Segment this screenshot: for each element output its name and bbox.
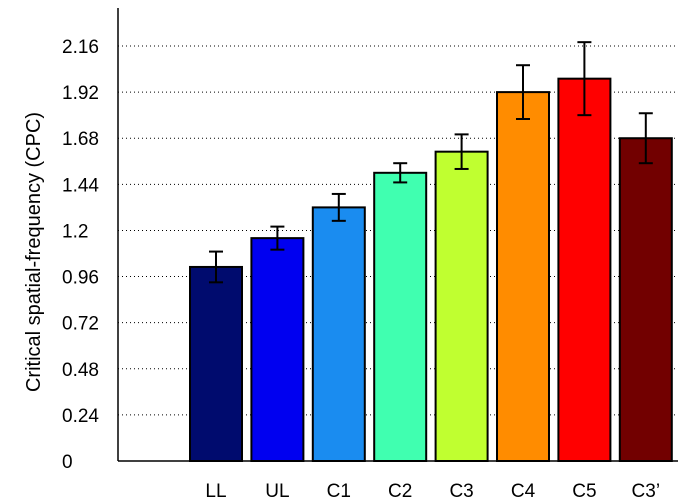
error-bar xyxy=(393,162,408,184)
x-tick-label: C1 xyxy=(327,481,351,502)
y-axis-label: Critical spatial-frequency (CPC) xyxy=(23,112,45,392)
error-bar xyxy=(331,192,346,222)
y-tick-label: 0.48 xyxy=(62,360,99,381)
y-tick-label: 1.68 xyxy=(62,129,99,150)
error-bar xyxy=(638,112,653,165)
y-tick-label: 0 xyxy=(62,452,73,473)
bar xyxy=(557,77,612,462)
y-tick-labels: 0 0.24 0.48 0.72 0.96 1.2 1.44 1.68 1.92 2.16 xyxy=(62,37,99,473)
x-tick-labels: LL UL C1 C2 C3 C4 C5 C3’ xyxy=(205,481,660,502)
x-tick-label: C4 xyxy=(511,481,536,502)
bar xyxy=(434,150,489,462)
y-tick-label: 2.16 xyxy=(62,37,99,58)
bar xyxy=(373,171,428,463)
error-bar xyxy=(516,64,530,121)
error-bar xyxy=(209,250,223,284)
y-tick-label: 1.92 xyxy=(62,83,99,104)
x-tick-label: LL xyxy=(205,481,226,502)
bar xyxy=(496,91,550,462)
x-tick-label: C3 xyxy=(449,481,473,502)
y-tick-label: 1.44 xyxy=(62,175,99,196)
x-tick-label: UL xyxy=(265,481,289,502)
axes xyxy=(117,8,678,462)
bar xyxy=(311,206,366,462)
error-bar xyxy=(454,133,469,170)
y-tick-label: 1.2 xyxy=(62,221,88,242)
bars xyxy=(189,77,673,463)
bar xyxy=(189,265,243,462)
y-tick-label: 0.96 xyxy=(62,268,99,289)
error-bar xyxy=(577,41,592,117)
bar xyxy=(618,137,673,462)
error-bars xyxy=(209,41,653,284)
y-tick-label: 0.24 xyxy=(62,406,99,427)
bar xyxy=(250,237,305,462)
x-tick-label: C5 xyxy=(572,481,596,502)
error-bar xyxy=(270,225,285,251)
y-tick-label: 0.72 xyxy=(62,314,99,335)
x-tick-label: C2 xyxy=(388,481,412,502)
x-tick-label: C3’ xyxy=(632,481,661,502)
